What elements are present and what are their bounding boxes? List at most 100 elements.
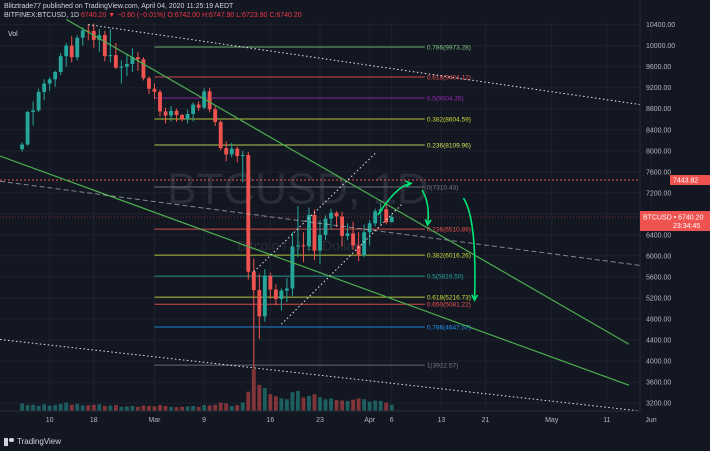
candle-body[interactable]	[86, 30, 91, 32]
candle-body[interactable]	[235, 148, 240, 157]
candle-body[interactable]	[169, 110, 173, 116]
outer-channel-top[interactable]	[88, 24, 641, 106]
volume-bar	[174, 407, 179, 411]
volume-bar	[268, 394, 273, 411]
long-support-line[interactable]	[0, 155, 630, 386]
candles[interactable]	[20, 23, 394, 369]
price-tick-label: 8400.00	[646, 127, 671, 134]
candle-body[interactable]	[213, 109, 218, 122]
arrow-short-down[interactable]	[421, 189, 430, 226]
mid-dashed-line[interactable]	[0, 180, 641, 266]
candle-body[interactable]	[251, 271, 256, 291]
candle-body[interactable]	[113, 55, 118, 68]
fib-level-label: 1(3922.57)	[427, 363, 458, 370]
volume-bar	[25, 405, 30, 411]
candle-body[interactable]	[240, 154, 245, 157]
candle-body[interactable]	[307, 214, 311, 247]
trendlines[interactable]	[0, 18, 641, 412]
arrow-long-down[interactable]	[462, 197, 476, 301]
candle-body[interactable]	[362, 232, 367, 256]
projection-arrows[interactable]	[377, 180, 479, 302]
candle-body[interactable]	[224, 148, 229, 155]
candle-body[interactable]	[273, 289, 278, 300]
candle-body[interactable]	[47, 79, 52, 84]
candle-body[interactable]	[108, 55, 113, 57]
volume-bar	[119, 406, 124, 411]
candle-body[interactable]	[257, 290, 262, 317]
candle-body[interactable]	[301, 245, 306, 247]
candle-body[interactable]	[229, 148, 234, 155]
time-tick-label: 10	[46, 417, 54, 424]
candle-body[interactable]	[158, 91, 162, 112]
candle-body[interactable]	[64, 45, 69, 57]
candle-body[interactable]	[130, 57, 135, 65]
channel-lower[interactable]	[281, 203, 404, 325]
candle-body[interactable]	[185, 113, 190, 120]
candle-body[interactable]	[97, 35, 102, 40]
candle-body[interactable]	[147, 78, 151, 89]
candle-body[interactable]	[25, 111, 30, 145]
volume-bar	[47, 405, 52, 411]
candle-body[interactable]	[20, 144, 24, 150]
candle-body[interactable]	[389, 217, 394, 223]
candle-body[interactable]	[323, 218, 328, 235]
candle-body[interactable]	[174, 110, 179, 116]
candle-body[interactable]	[191, 104, 196, 114]
candle-body[interactable]	[163, 111, 168, 116]
candle-body[interactable]	[384, 209, 389, 223]
channel-upper[interactable]	[253, 153, 376, 273]
price-tick-label: 10400.00	[646, 22, 675, 29]
candle-body[interactable]	[246, 154, 251, 272]
volume-bar	[42, 404, 47, 411]
candle-body[interactable]	[367, 223, 372, 233]
price-axis[interactable]: 3200.00 3600.00 4000.00 4400.00 4800.00 5200.…	[639, 0, 675, 411]
candle-body[interactable]	[296, 245, 300, 247]
time-axis[interactable]: 10 18 Mar 9 16 23 Apr 6 13 21 May 11 Jun	[0, 410, 657, 424]
arrow-up[interactable]	[377, 182, 412, 216]
candle-body[interactable]	[268, 275, 273, 290]
candle-body[interactable]	[53, 71, 58, 80]
candle-body[interactable]	[75, 37, 80, 58]
candle-body[interactable]	[345, 233, 350, 236]
candle-body[interactable]	[351, 233, 356, 246]
candle-body[interactable]	[373, 211, 378, 224]
volume-bar	[152, 406, 157, 411]
candle-body[interactable]	[279, 290, 284, 300]
candle-body[interactable]	[356, 245, 361, 256]
volume-bar	[75, 403, 80, 411]
candle-body[interactable]	[119, 66, 124, 68]
candle-body[interactable]	[262, 275, 267, 317]
descending-resistance[interactable]	[65, 18, 630, 345]
candle-body[interactable]	[329, 212, 333, 219]
candle-body[interactable]	[218, 121, 223, 149]
candle-body[interactable]	[69, 45, 74, 58]
candle-body[interactable]	[42, 83, 47, 92]
price-tick-label: 7200.00	[646, 190, 671, 197]
candle-body[interactable]	[80, 30, 85, 38]
candle-body[interactable]	[334, 212, 339, 217]
price-tick-label: 3200.00	[646, 401, 671, 408]
candle-body[interactable]	[180, 115, 184, 120]
candle-body[interactable]	[318, 234, 322, 251]
candle-body[interactable]	[207, 91, 212, 110]
candle-body[interactable]	[136, 57, 140, 60]
price-tick-label: 10000.00	[646, 43, 675, 50]
candle-body[interactable]	[58, 56, 63, 72]
candle-body[interactable]	[284, 288, 289, 291]
candle-body[interactable]	[36, 91, 41, 111]
candle-body[interactable]	[31, 110, 36, 112]
tradingview-logo[interactable]: TradingView	[4, 437, 61, 446]
candle-body[interactable]	[124, 64, 129, 67]
candle-body[interactable]	[152, 88, 157, 92]
candle-body[interactable]	[102, 35, 107, 57]
candle-body[interactable]	[141, 59, 146, 79]
candle-body[interactable]	[196, 104, 201, 108]
candle-body[interactable]	[290, 246, 295, 289]
outer-channel-bottom[interactable]	[0, 339, 641, 412]
volume-bar	[213, 404, 218, 411]
time-tick-label: 11	[603, 417, 610, 424]
volume-bar	[301, 397, 306, 411]
fib-level-label: 0.786(9973.28)	[427, 45, 471, 52]
candle-body[interactable]	[312, 214, 317, 251]
